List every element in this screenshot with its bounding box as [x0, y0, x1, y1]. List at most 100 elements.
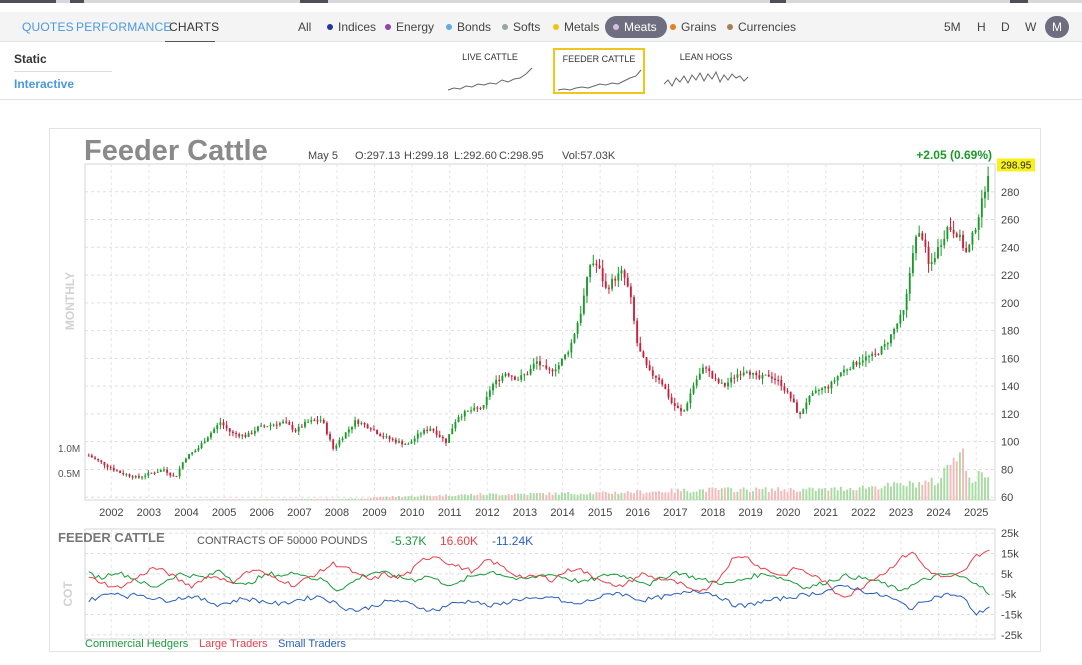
category-indices[interactable]: Indices — [327, 20, 376, 34]
category-label: Grains — [681, 20, 717, 34]
period-5m[interactable]: 5M — [944, 20, 961, 34]
volume-bar — [560, 492, 563, 500]
candle-body — [736, 374, 739, 378]
period-hour[interactable]: H — [977, 20, 986, 34]
candle-body — [777, 379, 780, 381]
volume-bar — [517, 493, 520, 500]
period-day[interactable]: D — [1001, 20, 1010, 34]
category-grains[interactable]: Grains — [670, 20, 716, 34]
cot-y-tick-label: 5k — [1001, 569, 1013, 581]
category-dot-icon — [613, 24, 619, 30]
volume-bar — [250, 499, 253, 500]
candle-body — [225, 425, 228, 429]
volume-bar — [614, 491, 617, 500]
volume-bar — [423, 495, 425, 500]
category-label: Metals — [564, 20, 600, 34]
volume-bar — [219, 499, 222, 500]
category-meats[interactable]: Meats — [605, 16, 667, 38]
volume-bar — [965, 470, 968, 500]
volume-bar — [344, 499, 347, 500]
category-bonds[interactable]: Bonds — [446, 20, 491, 34]
candle-body — [416, 433, 419, 439]
volume-bar — [764, 487, 767, 500]
volume-bar — [263, 499, 266, 500]
thumbnail-label: LIVE CATTLE — [462, 52, 518, 62]
candle-body — [332, 439, 335, 449]
volume-bar — [366, 498, 369, 500]
category-all[interactable]: All — [298, 20, 311, 34]
volume-bar — [849, 487, 852, 500]
volume-bar — [626, 491, 629, 500]
category-currencies[interactable]: Currencies — [727, 20, 796, 34]
volume-bar — [940, 477, 943, 500]
tab-quotes[interactable]: QUOTES — [22, 20, 74, 34]
candle-body — [811, 392, 814, 396]
candle-body — [604, 281, 607, 288]
candle-body — [357, 420, 360, 424]
candle-body — [642, 351, 645, 358]
volume-bar — [730, 488, 733, 500]
main-grid — [85, 164, 995, 500]
volume-bar — [206, 499, 209, 500]
candle-body — [385, 436, 388, 438]
candle-body — [354, 420, 357, 427]
candle-body — [557, 365, 560, 370]
volume-bar — [564, 493, 567, 500]
candle-body — [457, 417, 460, 422]
volume-bar — [504, 495, 507, 500]
volume-bar — [858, 487, 861, 500]
volume-bar — [357, 499, 360, 500]
thumbnail-live-cattle[interactable]: LIVE CATTLE — [444, 48, 536, 94]
mode-interactive[interactable]: Interactive — [14, 77, 75, 91]
volume-bar — [451, 496, 454, 500]
candle-body — [398, 441, 400, 443]
thumbnail-feeder-cattle[interactable]: FEEDER CATTLE — [553, 48, 645, 94]
candle-body — [855, 362, 858, 365]
volume-bar — [799, 491, 802, 500]
cot-y-tick-label: -15k — [1001, 610, 1023, 622]
candle-body — [799, 412, 802, 414]
tab-performance[interactable]: PERFORMANCE — [76, 20, 172, 34]
category-energy[interactable]: Energy — [385, 20, 434, 34]
candle-body — [131, 476, 134, 478]
category-metals[interactable]: Metals — [553, 20, 599, 34]
ohlc-close: C:298.95 — [499, 150, 544, 162]
candle-body — [937, 247, 939, 259]
candle-body — [808, 395, 811, 403]
candle-body — [661, 379, 664, 385]
candle-body — [100, 460, 103, 463]
chart-panel: 60 80 100 120 140 160 180 200 220 240 260 280 2002 2… — [49, 128, 1041, 652]
candle-body — [886, 343, 889, 345]
candle-body — [241, 434, 244, 437]
candle-body — [153, 472, 156, 474]
volume-bar — [620, 492, 623, 500]
volume-bar — [702, 489, 704, 500]
candle-body — [607, 287, 610, 289]
thumbnail-lean-hogs[interactable]: LEAN HOGS — [660, 48, 752, 94]
candle-body — [495, 379, 498, 385]
volume-bar — [222, 499, 225, 500]
candle-body — [924, 239, 927, 247]
mode-static[interactable]: Static — [14, 52, 47, 66]
cot-y-tick-label: 25k — [1001, 528, 1019, 540]
volume-bar — [736, 491, 739, 500]
candle-body — [626, 277, 629, 287]
tab-charts[interactable]: CHARTS — [169, 20, 220, 34]
cot-side-label: COT — [61, 581, 75, 607]
category-dot-icon — [385, 24, 391, 30]
candle-body — [194, 450, 197, 453]
candle-body — [90, 455, 93, 458]
volume-bar — [921, 484, 924, 500]
cot-latest-small: -11.24K — [492, 534, 533, 548]
candle-body — [463, 411, 466, 417]
candle-body — [235, 433, 237, 435]
candle-body — [987, 175, 990, 192]
category-softs[interactable]: Softs — [502, 20, 540, 34]
volume-bar — [282, 499, 284, 500]
candle-body — [513, 376, 516, 380]
period-week[interactable]: W — [1025, 20, 1037, 34]
volume-bar — [228, 499, 231, 500]
period-month[interactable]: M — [1045, 16, 1069, 38]
candle-body — [504, 373, 507, 376]
candle-body — [849, 369, 852, 371]
